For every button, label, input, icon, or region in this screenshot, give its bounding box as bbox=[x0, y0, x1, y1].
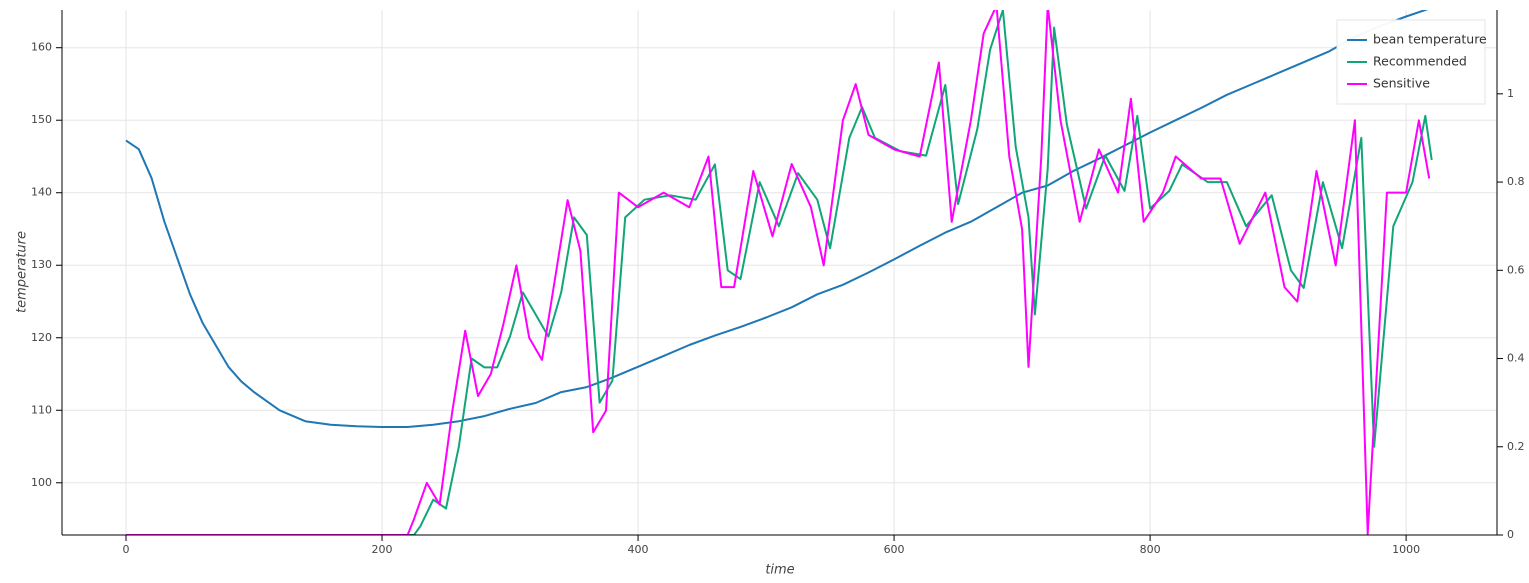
legend-label: bean temperature bbox=[1373, 32, 1487, 47]
y-tick-label: 130 bbox=[31, 258, 52, 271]
y2-tick-label: 0.6 bbox=[1507, 263, 1525, 276]
x-tick-label: 200 bbox=[372, 543, 393, 556]
y2-tick-label: 0.4 bbox=[1507, 352, 1525, 365]
series-line bbox=[126, 10, 1433, 535]
y-tick-label: 110 bbox=[31, 403, 52, 416]
series-line bbox=[125, 10, 1429, 428]
x-tick-label: 1000 bbox=[1392, 543, 1420, 556]
x-tick-label: 0 bbox=[123, 543, 130, 556]
y-axis-label: temperature bbox=[15, 231, 30, 313]
plot-area bbox=[125, 10, 1433, 535]
y2-tick-label: 1 bbox=[1507, 87, 1514, 100]
ticks: 0 200 400 600 800 1000 100 110 120 130 140 150 160 0 0… bbox=[31, 41, 1525, 556]
x-tick-label: 800 bbox=[1140, 543, 1161, 556]
legend-label: Sensitive bbox=[1373, 76, 1430, 91]
series-line bbox=[126, 10, 1431, 535]
y2-tick-label: 0.2 bbox=[1507, 440, 1525, 453]
y2-tick-label: 0 bbox=[1507, 528, 1514, 541]
y-tick-label: 140 bbox=[31, 186, 52, 199]
y-tick-label: 120 bbox=[31, 331, 52, 344]
legend-label: Recommended bbox=[1373, 54, 1467, 69]
x-tick-label: 400 bbox=[628, 543, 649, 556]
x-tick-label: 600 bbox=[884, 543, 905, 556]
y-tick-label: 160 bbox=[31, 41, 52, 54]
y-tick-label: 100 bbox=[31, 476, 52, 489]
x-axis-label: time bbox=[765, 563, 794, 578]
y-tick-label: 150 bbox=[31, 113, 52, 126]
legend: bean temperature Recommended Sensitive bbox=[1336, 19, 1487, 105]
y2-tick-label: 0.8 bbox=[1507, 175, 1525, 188]
